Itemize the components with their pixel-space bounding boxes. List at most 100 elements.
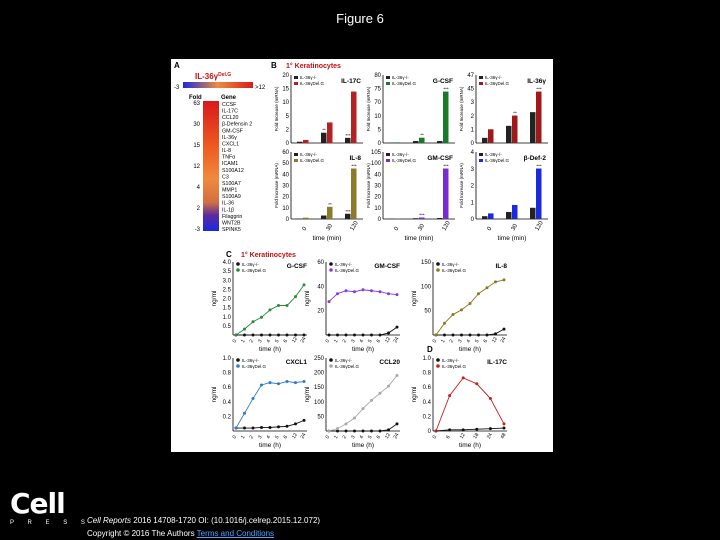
terms-link[interactable]: Terms and Conditions [196,529,275,538]
bar-significance: *** [351,164,357,169]
line-point-ko [370,333,373,337]
line-point-del [502,422,506,426]
line-series-del [328,289,398,302]
line-point-ko [378,429,382,433]
line-chart-il17c: 1.0 0.8 0.6 0.4 0.2 0 ng/ml IL-36γ-/-IL-36γDel.… [411,356,508,449]
line-point-del [234,333,238,337]
line-point-ko [260,425,263,429]
line-point-del [395,293,399,297]
bar-chart-tick: 30 [282,184,289,190]
bar-chart-tick: 5 [286,114,290,120]
cell-press-logo: Cell P R E S S [10,490,91,527]
heatmap-gene-label: CCL20 [222,115,239,121]
line-chart-category: 0 [325,338,332,344]
line-legend-marker-del [329,268,333,272]
line-point-ko [268,333,272,337]
line-chart-category: 1 [240,434,247,440]
bar [506,125,512,143]
line-chart-category: 1 [333,434,340,440]
bar [530,112,536,143]
line-point-del [395,374,399,378]
line-chart-category: 2 [449,338,456,344]
bar-legend-ko: IL-36γ-/- [485,152,502,157]
line-chart-category: 3 [257,338,264,344]
bar-legend-swatch-ko [294,76,298,79]
heatmap-fold-tick: 15 [193,143,200,149]
heatmap-gene-label: Filaggrin [222,214,242,220]
line-point-ko [502,426,506,430]
heatmap-fold-tick: -3 [195,227,201,233]
line-point-del [485,286,489,290]
bar-chart-category: 120 [442,220,453,232]
bar-chart-ylabel: Fold Increase (mRNA) [459,163,464,208]
bar-chart-category: 120 [535,220,546,232]
bar [488,129,494,143]
bar-significance: *** [345,133,351,138]
figure-title: Figure 6 [336,11,384,26]
bar-chart-tick: 45 [467,87,474,93]
bar-significance: ** [513,111,517,116]
bar-chart-tick: 50 [282,161,289,167]
bar-chart-tick: 2 [471,114,475,120]
line-legend-marker-ko [329,262,333,266]
line-legend-marker-ko [236,358,240,362]
line-point-del [268,308,272,312]
bar [437,141,443,143]
line-legend-marker-del [436,268,440,272]
bar-significance: ** [420,133,424,138]
line-chart-category: 24 [300,336,308,344]
line-point-ko [243,426,246,430]
line-chart-category: 0 [232,434,239,440]
line-point-del [370,289,373,293]
bar-legend-ko: IL-36γ-/- [485,75,502,80]
line-chart-category: 3 [350,434,357,440]
line-point-ko [475,427,479,431]
bar [506,211,512,219]
line-chart-title: IL-8 [495,263,507,270]
line-chart-ylabel: ng/ml [211,290,218,306]
heatmap-fold-header: Fold [189,95,202,101]
heatmap-scale-min: -3 [174,85,180,91]
heatmap-gene-label: S100A7 [222,181,241,187]
line-point-del [260,315,263,319]
line-point-del [285,304,289,307]
line-legend-del: IL-36γDel.G [335,268,360,273]
line-point-ko [468,333,472,337]
bar-legend-swatch-del [294,82,298,85]
line-point-del [461,376,465,380]
line-chart-category: 5 [367,338,374,344]
heatmap-gene-label: WNT2B [222,220,241,226]
bar-chart-tick: 0 [378,217,382,223]
line-point-ko [485,333,489,337]
line-point-del [344,289,348,293]
line-chart-category: 3 [257,434,264,440]
line-legend-ko: IL-36γ-/- [335,358,352,363]
bar-chart: 80 75 70 10 5 0 Fold Increase (mRNA) IL-36γ-/-I… [366,73,455,147]
bar-chart-category: 0 [394,226,401,232]
line-point-ko [277,333,280,337]
line-point-del [448,394,452,398]
bar-chart-xlabel: time (min) [313,235,342,242]
line-legend-marker-ko [236,262,240,266]
line-chart-xlabel: time (h) [352,346,374,353]
line-point-del [451,313,455,317]
line-legend-marker-ko [329,358,333,362]
line-point-del [494,280,497,284]
bar-chart-tick: 20 [282,73,289,79]
line-point-ko [387,331,390,335]
panel-a-label: A [174,61,180,70]
line-point-ko [443,333,446,337]
bar-significance: ** [322,128,326,133]
bar [303,139,309,143]
line-point-del [327,300,331,304]
line-legend-ko: IL-36γ-/- [442,358,459,363]
line-chart-tick: 150 [314,385,325,391]
panel-c-heading: 1° Keratinocytes [241,251,296,259]
bar-chart: 60 50 40 30 20 10 0 Fold Increase (mRNA) IL-36γ-… [274,150,363,242]
bar-legend-swatch-ko [386,76,390,79]
line-chart-category: 12 [291,432,299,440]
line-series-ko [435,427,505,432]
bar [345,213,351,219]
line-point-del [378,290,382,294]
